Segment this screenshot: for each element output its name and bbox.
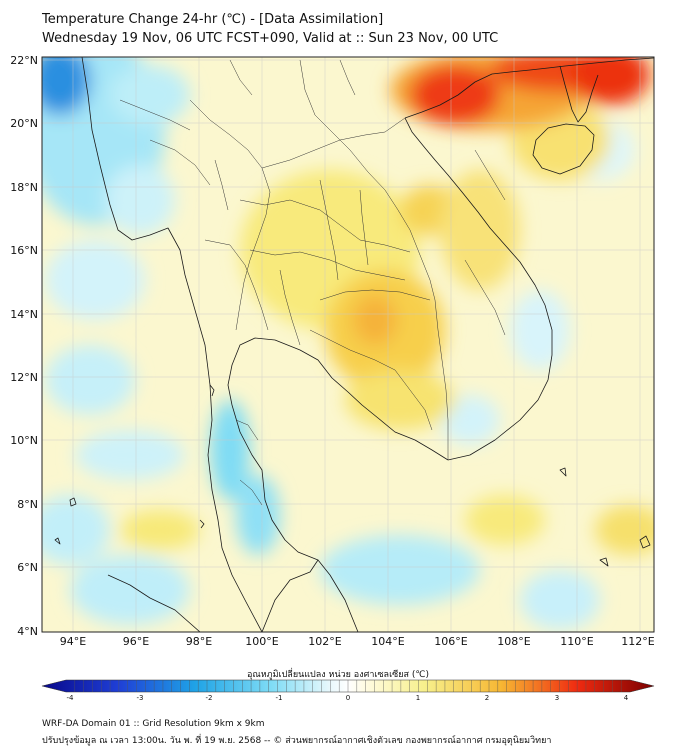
lon-label: 100°E [245,635,278,648]
map-subtitle: Wednesday 19 Nov, 06 UTC FCST+090, Valid… [42,31,499,46]
lon-label: 112°E [621,635,654,648]
lon-label: 106°E [434,635,467,648]
coastlines [54,57,654,632]
lat-label: 10°N [10,434,38,447]
graticule [42,57,654,632]
lat-label: 8°N [17,498,38,511]
colorbar-tick: 0 [346,694,350,702]
colorbar-tick: -3 [137,694,144,702]
lon-label: 104°E [371,635,404,648]
lat-label: 6°N [17,561,38,574]
borders [119,59,506,506]
colorbar-tick: -4 [67,694,75,702]
lon-label: 102°E [308,635,341,648]
footer-model-info: WRF-DA Domain 01 :: Grid Resolution 9km … [42,719,265,729]
lat-label: 16°N [10,244,38,257]
colorbar-label: อุณหภูมิเปลี่ยนแปลง หน่วย องศาเซลเซียส (… [246,670,430,680]
colorbar-ticks: -4 -3 -2 -1 0 1 2 3 4 [67,694,629,702]
lat-label: 18°N [10,181,38,194]
colorbar-tick: -1 [276,694,283,702]
colorbar-tick: 2 [485,694,489,702]
colorbar: -4 -3 -2 -1 0 1 2 3 4 [41,679,655,702]
lon-label: 94°E [60,635,86,648]
lat-label: 14°N [10,308,38,321]
footer-credit: ปรับปรุงข้อมูล ณ เวลา 13:00น. วัน พ. ที่… [42,736,552,746]
colorbar-tick: 3 [555,694,559,702]
lon-label: 98°E [186,635,212,648]
lat-label: 12°N [10,371,38,384]
colorbar-tick: 4 [624,694,629,702]
lon-label: 96°E [123,635,149,648]
lon-label: 110°E [560,635,593,648]
colorbar-tick: -2 [206,694,213,702]
latitude-labels: 22°N 20°N 18°N 16°N 14°N 12°N 10°N 8°N 6… [10,54,38,638]
lat-label: 4°N [17,625,38,638]
colorbar-tick: 1 [416,694,420,702]
lat-label: 22°N [10,54,38,67]
lat-label: 20°N [10,117,38,130]
lon-label: 108°E [497,635,530,648]
longitude-labels: 94°E 96°E 98°E 100°E 102°E 104°E 106°E 1… [60,635,655,648]
map-title: Temperature Change 24-hr (℃) - [Data Ass… [42,12,384,27]
map-frame [41,56,655,633]
temperature-field [42,57,654,632]
